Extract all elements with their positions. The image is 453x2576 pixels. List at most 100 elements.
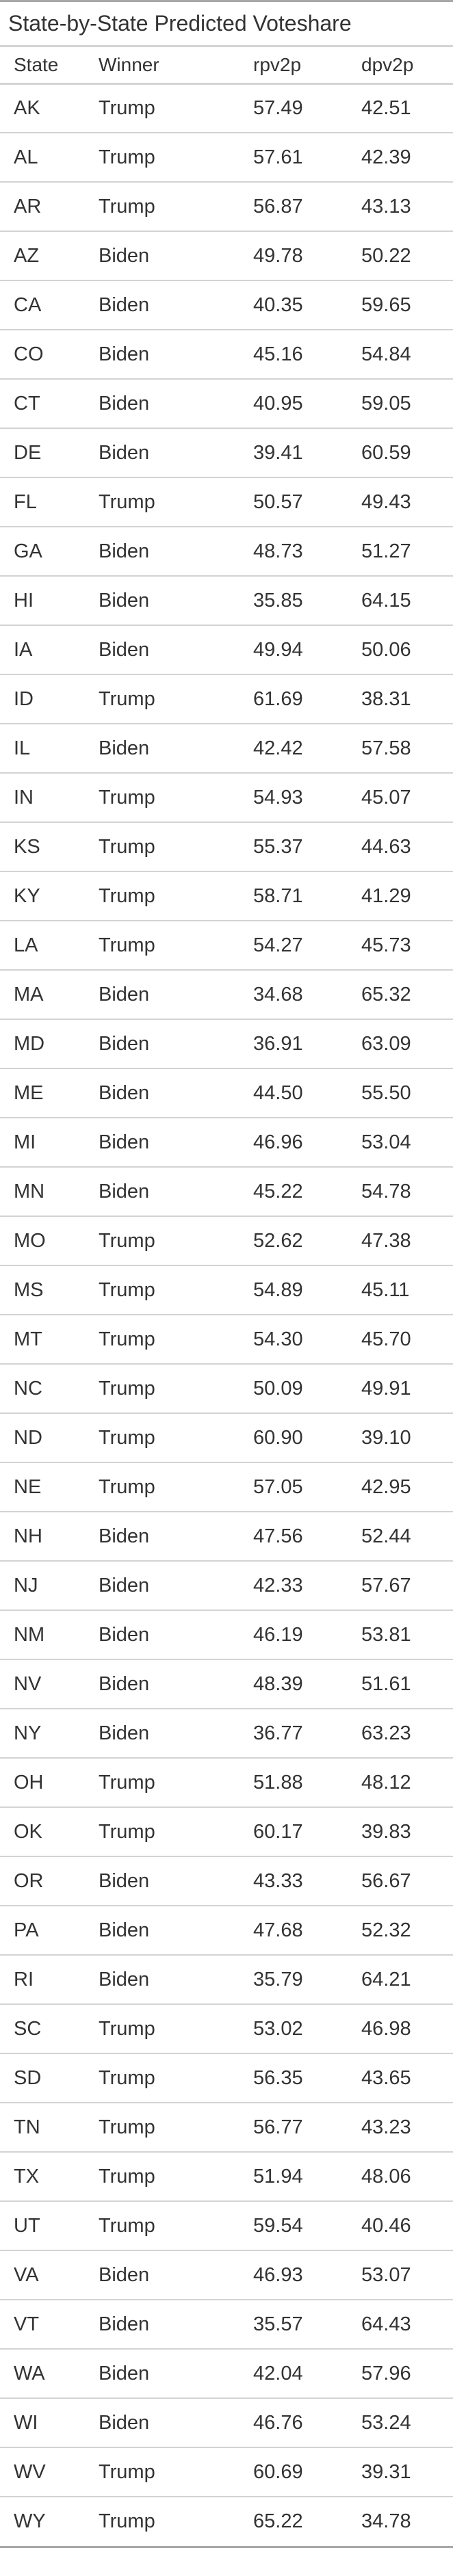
cell-winner: Trump — [99, 1412, 253, 1462]
cell-state: WI — [0, 2397, 99, 2447]
cell-dpv2p: 55.50 — [361, 1068, 453, 1118]
cell-dpv2p: 43.13 — [361, 181, 453, 231]
cell-state: PA — [0, 1905, 99, 1955]
cell-state: MI — [0, 1117, 99, 1167]
table-row: AR Trump 56.87 43.13 — [0, 181, 453, 231]
cell-dpv2p: 51.61 — [361, 1659, 453, 1709]
cell-winner: Trump — [99, 2102, 253, 2152]
table-row: CT Biden 40.95 59.05 — [0, 378, 453, 428]
cell-state: NY — [0, 1708, 99, 1758]
table-row: TN Trump 56.77 43.23 — [0, 2102, 453, 2152]
cell-winner: Trump — [99, 920, 253, 970]
cell-dpv2p: 45.73 — [361, 920, 453, 970]
cell-state: HI — [0, 575, 99, 625]
cell-rpv2p: 49.94 — [253, 625, 361, 674]
cell-winner: Biden — [99, 575, 253, 625]
cell-winner: Trump — [99, 1363, 253, 1413]
cell-winner: Trump — [99, 96, 155, 119]
cell-state: NC — [0, 1363, 99, 1413]
cell-rpv2p: 57.05 — [253, 1462, 361, 1512]
cell-winner: Biden — [99, 1905, 253, 1955]
cell-rpv2p: 47.56 — [253, 1511, 361, 1561]
cell-winner: Biden — [99, 1560, 253, 1610]
cell-winner: Trump — [99, 2447, 253, 2497]
cell-state: KS — [0, 822, 99, 871]
cell-rpv2p: 56.77 — [253, 2102, 361, 2152]
cell-state: RI — [0, 1954, 99, 2004]
cell-dpv2p: 39.10 — [361, 1412, 453, 1462]
cell-dpv2p: 57.67 — [361, 1560, 453, 1610]
cell-state: OR — [0, 1856, 99, 1906]
cell-state: CA — [0, 280, 99, 330]
cell-dpv2p: 54.78 — [361, 1166, 453, 1216]
cell-state: CO — [0, 329, 99, 379]
cell-rpv2p: 39.41 — [253, 428, 361, 477]
cell-dpv2p: 52.32 — [361, 1905, 453, 1955]
cell-rpv2p: 48.39 — [253, 1659, 361, 1709]
table-row: MD Biden 36.91 63.09 — [0, 1018, 453, 1068]
cell-state: WV — [0, 2447, 99, 2497]
table-row: WY Trump 65.22 34.78 — [0, 2496, 453, 2546]
cell-state: KY — [0, 871, 99, 921]
table-row: NH Biden 47.56 52.44 — [0, 1511, 453, 1561]
cell-rpv2p: 40.95 — [253, 378, 361, 428]
cell-winner: Trump — [99, 477, 253, 527]
cell-dpv2p: 45.70 — [361, 1314, 453, 1364]
cell-rpv2p: 51.94 — [253, 2151, 361, 2201]
cell-dpv2p: 41.29 — [361, 871, 453, 921]
cell-dpv2p: 42.51 — [361, 96, 411, 119]
cell-rpv2p: 42.04 — [253, 2348, 361, 2398]
cell-rpv2p: 60.90 — [253, 1412, 361, 1462]
cell-rpv2p: 46.93 — [253, 2250, 361, 2300]
cell-state: AK — [14, 96, 40, 119]
cell-winner: Trump — [99, 871, 253, 921]
cell-state: FL — [0, 477, 99, 527]
table-row: ID Trump 61.69 38.31 — [0, 674, 453, 724]
cell-rpv2p: 49.78 — [253, 231, 361, 280]
cell-state: MA — [0, 969, 99, 1019]
cell-dpv2p: 53.04 — [361, 1117, 453, 1167]
cell-state: ID — [0, 674, 99, 724]
table-row: UT Trump 59.54 40.46 — [0, 2200, 453, 2250]
cell-state: NE — [0, 1462, 99, 1512]
cell-winner: Biden — [99, 1954, 253, 2004]
cell-winner: Biden — [99, 1166, 253, 1216]
cell-dpv2p: 53.24 — [361, 2397, 453, 2447]
cell-winner: Biden — [99, 378, 253, 428]
cell-rpv2p: 34.68 — [253, 969, 361, 1019]
table-row: LA Trump 54.27 45.73 — [0, 920, 453, 970]
table-row: CA Biden 40.35 59.65 — [0, 280, 453, 330]
cell-state: TX — [0, 2151, 99, 2201]
cell-winner: Biden — [99, 428, 253, 477]
cell-rpv2p: 45.16 — [253, 329, 361, 379]
cell-dpv2p: 59.65 — [361, 280, 453, 330]
table-row: AK Trump 57.49 42.51 — [0, 83, 453, 133]
cell-rpv2p: 42.33 — [253, 1560, 361, 1610]
column-header-winner: Winner — [99, 47, 253, 85]
cell-winner: Trump — [99, 2200, 253, 2250]
cell-dpv2p: 45.11 — [361, 1265, 453, 1315]
cell-winner: Trump — [99, 1215, 253, 1265]
column-header-rpv2p: rpv2p — [253, 47, 361, 85]
cell-winner: Biden — [99, 2348, 253, 2398]
table-row: NM Biden 46.19 53.81 — [0, 1609, 453, 1659]
cell-rpv2p: 61.69 — [253, 674, 361, 724]
table-row: FL Trump 50.57 49.43 — [0, 477, 453, 527]
table-row: NC Trump 50.09 49.91 — [0, 1363, 453, 1413]
cell-dpv2p: 49.91 — [361, 1363, 453, 1413]
cell-rpv2p: 60.69 — [253, 2447, 361, 2497]
cell-state: MO — [0, 1215, 99, 1265]
table-row: NY Biden 36.77 63.23 — [0, 1708, 453, 1758]
cell-dpv2p: 64.15 — [361, 575, 453, 625]
table-row: AZ Biden 49.78 50.22 — [0, 231, 453, 280]
table-row: MA Biden 34.68 65.32 — [0, 969, 453, 1019]
cell-winner: Biden — [99, 2250, 253, 2300]
cell-state: IN — [0, 772, 99, 822]
table-row: WA Biden 42.04 57.96 — [0, 2348, 453, 2398]
table-row: HI Biden 35.85 64.15 — [0, 575, 453, 625]
cell-rpv2p: 47.68 — [253, 1905, 361, 1955]
cell-rpv2p: 56.35 — [253, 2053, 361, 2103]
table-row: OH Trump 51.88 48.12 — [0, 1757, 453, 1807]
table-row: DE Biden 39.41 60.59 — [0, 428, 453, 477]
voteshare-table: State Winner rpv2p dpv2p AK Trump 57.49 42.… — [0, 47, 453, 2546]
